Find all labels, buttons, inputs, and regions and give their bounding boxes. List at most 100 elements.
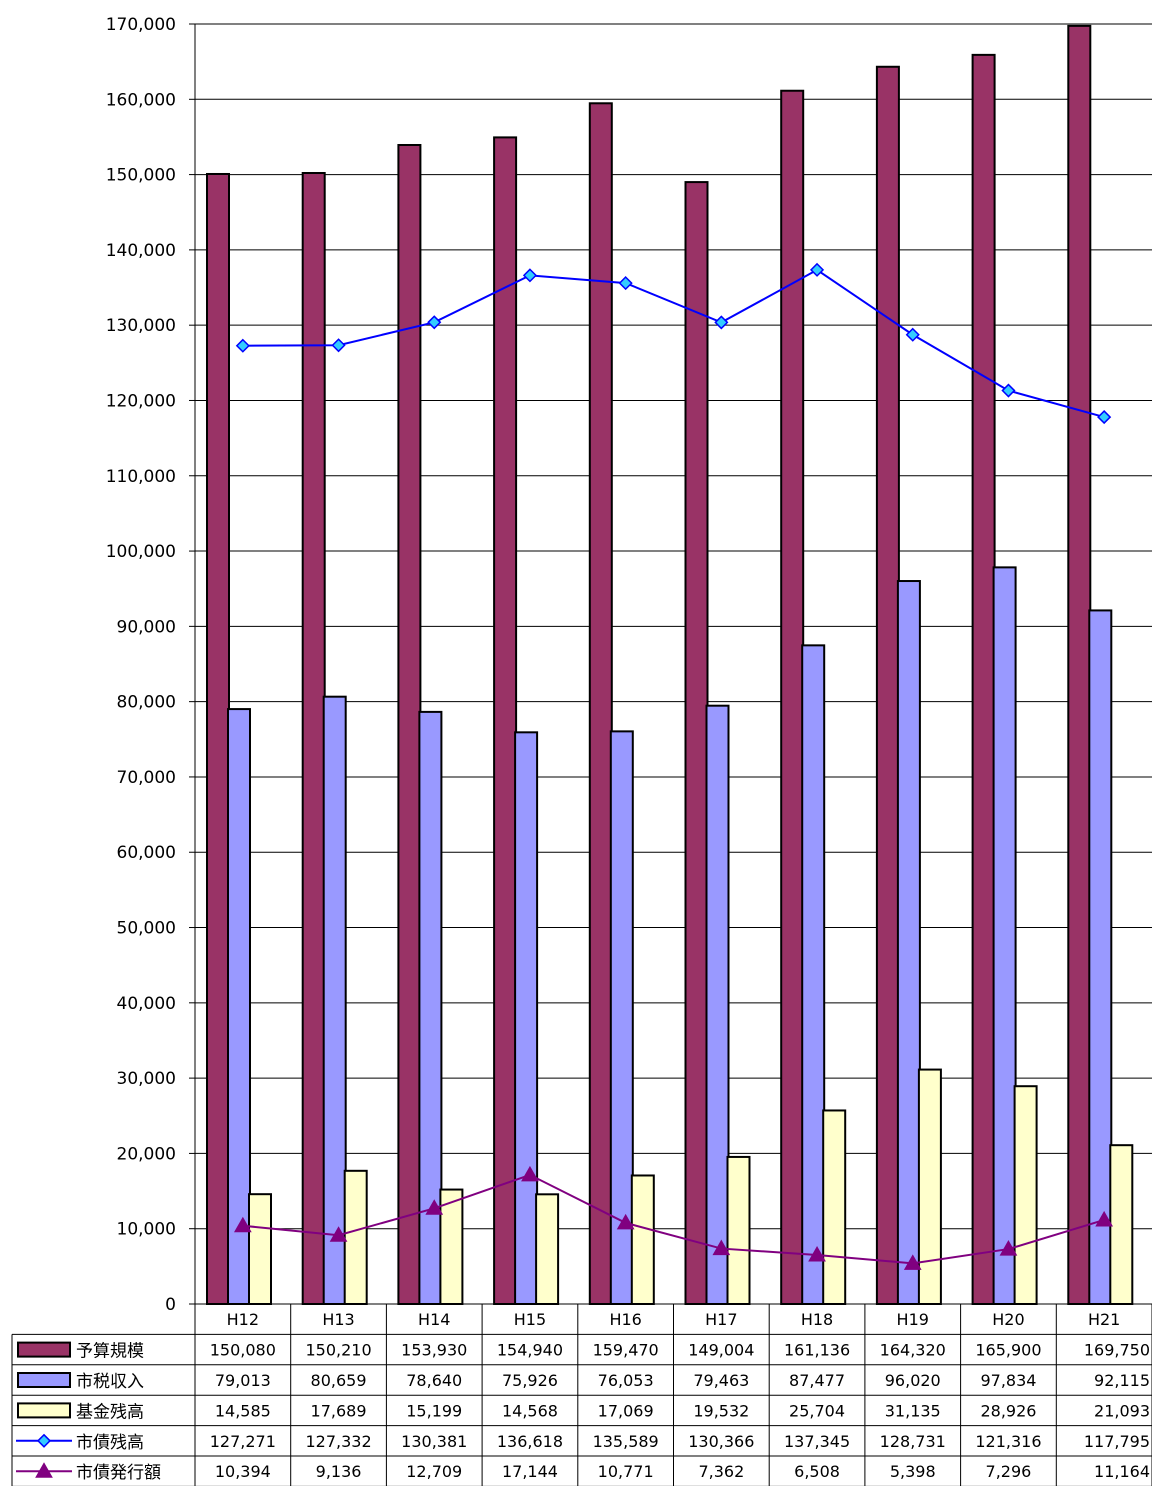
data-label: 137,345 [784,1432,850,1451]
bar-1 [301,172,326,1305]
legend-label-2: 市税収入 [76,1372,144,1392]
data-label: 128,731 [880,1432,946,1451]
y-tick-label: 170,000 [106,15,176,35]
data-label: 10,394 [215,1462,271,1481]
triangle-marker [999,1240,1018,1256]
data-label: 12,709 [406,1462,462,1481]
data-label: 154,940 [497,1341,563,1360]
data-label: 31,135 [885,1401,941,1420]
bar-3 [917,1068,942,1306]
data-label: 75,926 [502,1371,558,1390]
bars [206,24,1134,1306]
bar-1 [971,53,996,1305]
x-tick-label: H18 [801,1310,833,1329]
y-axis: 0 10,000 20,000 30,000 40,000 50,000 60,000 70,… [106,15,196,1315]
bar-1 [493,136,518,1305]
bar-1 [206,172,230,1306]
bar-2 [514,731,539,1305]
legend-label-4: 市債残高 [76,1433,144,1453]
bar-2 [801,644,826,1305]
triangle-marker [808,1245,826,1262]
data-label: 96,020 [885,1371,941,1390]
data-label: 25,704 [789,1401,845,1420]
data-label: 127,271 [210,1432,276,1451]
data-label: 135,589 [593,1432,659,1451]
data-label: 130,366 [688,1432,754,1451]
data-label: 17,689 [311,1401,367,1420]
data-label: 127,332 [305,1432,371,1451]
diamond-marker [1001,383,1016,398]
data-label: 150,080 [210,1341,276,1360]
data-label: 10,771 [598,1462,654,1481]
bar-2 [418,710,443,1305]
bar-3 [630,1174,655,1305]
diamond-marker [905,327,920,342]
data-label: 92,115 [1094,1371,1150,1390]
y-tick-label: 20,000 [117,1144,176,1164]
data-label: 28,926 [980,1401,1036,1420]
bar-3 [535,1193,560,1305]
y-tick-label: 130,000 [106,316,176,336]
x-tick-label: H16 [609,1310,641,1329]
data-label: 136,618 [497,1432,563,1451]
y-tick-label: 60,000 [117,843,176,863]
legend-key-3 [17,1402,71,1419]
diamond-marker [1097,410,1112,425]
data-label: 79,463 [693,1371,749,1390]
data-label: 7,362 [698,1462,744,1481]
bar-1 [780,89,805,1305]
x-tick-label: H12 [227,1310,259,1329]
data-label: 97,834 [980,1371,1036,1390]
data-label: 117,795 [1084,1432,1150,1451]
bar-1 [397,143,422,1305]
y-tick-label: 150,000 [106,166,176,186]
bar-2 [1088,609,1113,1305]
bar-2 [992,566,1017,1305]
bar-1 [684,181,709,1305]
data-label: 130,381 [401,1432,467,1451]
data-label: 19,532 [693,1401,749,1420]
data-label: 150,210 [305,1341,371,1360]
diamond-marker [618,276,633,291]
triangle-marker [1095,1210,1114,1227]
bar-3 [439,1188,464,1305]
bar-2 [227,708,251,1305]
y-tick-label: 30,000 [117,1069,176,1089]
bar-2 [322,695,347,1305]
y-tick-label: 70,000 [117,768,176,788]
diamond-marker [331,338,346,353]
bar-3 [1109,1144,1134,1306]
data-label: 79,013 [215,1371,271,1390]
data-label: 9,136 [316,1462,362,1481]
x-tick-label: H21 [1088,1310,1120,1329]
y-tick-label: 110,000 [106,467,176,487]
triangle-marker [616,1213,635,1230]
data-label: 121,316 [975,1432,1041,1451]
legend-label-3: 基金残高 [76,1402,144,1422]
line-2 [242,1173,1105,1265]
x-tick-label: H15 [514,1310,546,1329]
bar-1 [1067,24,1092,1306]
data-label: 15,199 [406,1401,462,1420]
data-label: 76,053 [598,1371,654,1390]
y-tick-label: 140,000 [106,241,176,261]
triangle-marker [329,1226,348,1242]
line-1 [242,268,1105,419]
diamond-marker [714,315,729,330]
legend-label-5: 市債発行額 [76,1463,161,1483]
x-tick-label: H20 [992,1310,1024,1329]
bar-3 [248,1193,272,1305]
triangle-marker [233,1216,252,1233]
diamond-marker [36,1433,52,1448]
bar-3 [343,1169,368,1306]
bar-2 [896,580,921,1305]
bar-3 [822,1109,847,1305]
data-label: 6,508 [794,1462,840,1481]
data-table: H12 H13 H14 H15 H16 H17 H18 H19 H20 H21 予算規模 150,08… [11,1303,1152,1486]
data-label: 164,320 [880,1341,946,1360]
data-label: 17,144 [502,1462,558,1481]
y-tick-label: 120,000 [106,391,176,411]
triangle-marker [903,1254,922,1270]
data-label: 11,164 [1094,1462,1150,1481]
